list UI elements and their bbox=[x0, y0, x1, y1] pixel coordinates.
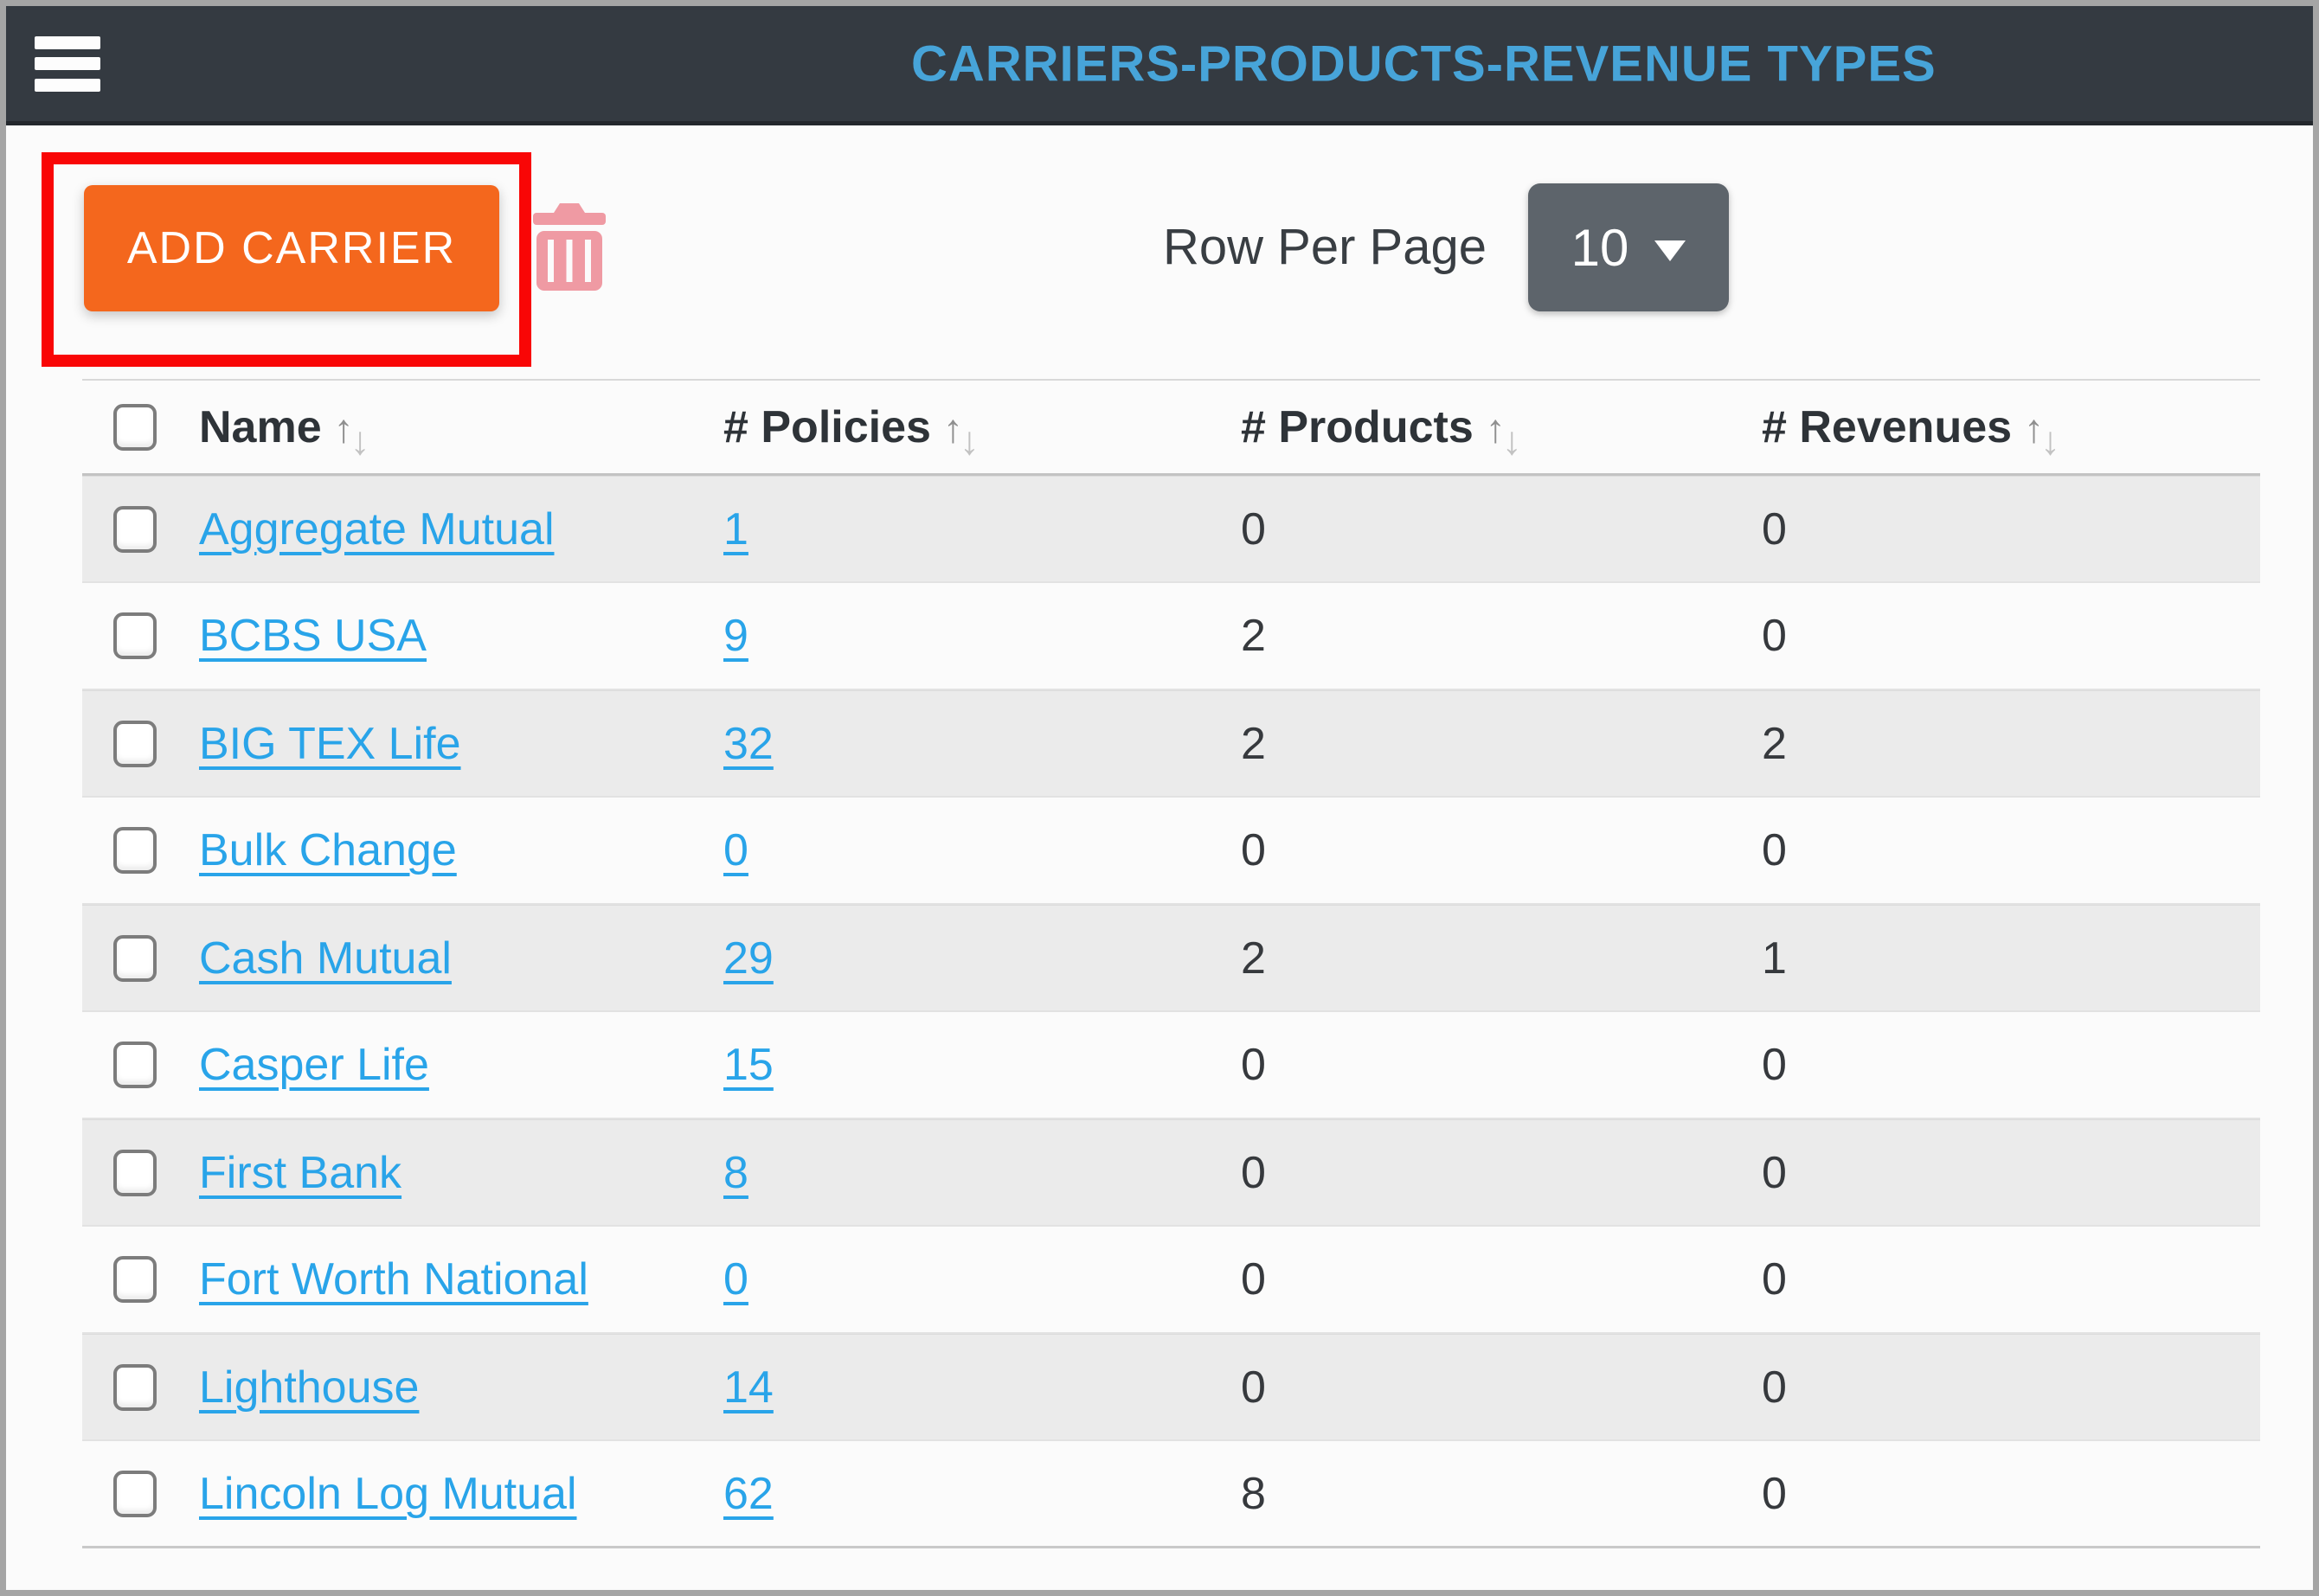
column-header-products[interactable]: # Products ↑↓ bbox=[1241, 401, 1522, 463]
carrier-name-link[interactable]: Casper Life bbox=[199, 1040, 429, 1090]
page-title: CARRIERS-PRODUCTS-REVENUE TYPES bbox=[911, 35, 1937, 92]
sort-icon: ↑↓ bbox=[1485, 405, 1522, 463]
table-row: Lighthouse 14 0 0 bbox=[82, 1334, 2260, 1441]
revenues-count: 2 bbox=[1762, 718, 1787, 769]
red-highlight-annotation bbox=[42, 152, 531, 367]
products-count: 2 bbox=[1241, 933, 1266, 984]
products-count: 8 bbox=[1241, 1468, 1266, 1519]
revenues-count: 0 bbox=[1762, 611, 1787, 661]
column-header-name[interactable]: Name ↑↓ bbox=[199, 401, 370, 463]
row-checkbox[interactable] bbox=[113, 505, 157, 553]
carrier-name-link[interactable]: Lincoln Log Mutual bbox=[199, 1468, 577, 1519]
revenues-count: 0 bbox=[1762, 503, 1787, 554]
row-checkbox[interactable] bbox=[113, 827, 157, 874]
products-count: 2 bbox=[1241, 718, 1266, 769]
policies-count-link[interactable]: 9 bbox=[723, 611, 748, 661]
table-row: Aggregate Mutual 1 0 0 bbox=[82, 476, 2260, 583]
table-header-row: Name ↑↓ # Policies ↑↓ # Products ↑↓ # Reven… bbox=[82, 379, 2260, 476]
policies-count-link[interactable]: 0 bbox=[723, 1254, 748, 1304]
revenues-count: 0 bbox=[1762, 1147, 1787, 1198]
carrier-name-link[interactable]: Fort Worth National bbox=[199, 1254, 588, 1304]
table-body: Aggregate Mutual 1 0 0 BCBS USA 9 2 0 bbox=[82, 476, 2260, 1548]
table-row: Bulk Change 0 0 0 bbox=[82, 798, 2260, 905]
carrier-name-link[interactable]: Cash Mutual bbox=[199, 933, 452, 984]
row-checkbox[interactable] bbox=[113, 1042, 157, 1088]
carrier-name-link[interactable]: Aggregate Mutual bbox=[199, 503, 555, 554]
carrier-name-link[interactable]: BIG TEX Life bbox=[199, 718, 461, 769]
revenues-count: 1 bbox=[1762, 933, 1787, 984]
row-checkbox[interactable] bbox=[113, 720, 157, 767]
select-all-checkbox[interactable] bbox=[113, 403, 157, 451]
table-row: BCBS USA 9 2 0 bbox=[82, 583, 2260, 690]
policies-count-link[interactable]: 29 bbox=[723, 933, 774, 984]
products-count: 0 bbox=[1241, 825, 1266, 875]
carrier-name-link[interactable]: Bulk Change bbox=[199, 825, 457, 875]
row-checkbox[interactable] bbox=[113, 612, 157, 659]
products-count: 0 bbox=[1241, 1040, 1266, 1090]
products-count: 0 bbox=[1241, 1254, 1266, 1304]
row-checkbox[interactable] bbox=[113, 1363, 157, 1411]
row-checkbox[interactable] bbox=[113, 1470, 157, 1517]
products-count: 0 bbox=[1241, 1362, 1266, 1413]
sort-icon: ↑↓ bbox=[942, 405, 980, 463]
row-checkbox[interactable] bbox=[113, 1256, 157, 1303]
products-count: 2 bbox=[1241, 611, 1266, 661]
revenues-count: 0 bbox=[1762, 1468, 1787, 1519]
policies-count-link[interactable]: 15 bbox=[723, 1040, 774, 1090]
policies-count-link[interactable]: 62 bbox=[723, 1468, 774, 1519]
policies-count-link[interactable]: 0 bbox=[723, 825, 748, 875]
app-header: CARRIERS-PRODUCTS-REVENUE TYPES bbox=[6, 6, 2313, 125]
rows-per-page-select[interactable]: 10 bbox=[1528, 183, 1729, 311]
add-carrier-button[interactable]: ADD CARRIER bbox=[84, 185, 499, 311]
table-row: BIG TEX Life 32 2 2 bbox=[82, 690, 2260, 798]
table-row: Cash Mutual 29 2 1 bbox=[82, 905, 2260, 1012]
caret-down-icon bbox=[1654, 240, 1686, 261]
products-count: 0 bbox=[1241, 503, 1266, 554]
carrier-name-link[interactable]: First Bank bbox=[199, 1147, 402, 1198]
table-row: Casper Life 15 0 0 bbox=[82, 1012, 2260, 1119]
carrier-name-link[interactable]: Lighthouse bbox=[199, 1362, 420, 1413]
policies-count-link[interactable]: 32 bbox=[723, 718, 774, 769]
sort-icon: ↑↓ bbox=[333, 405, 370, 463]
trash-icon[interactable] bbox=[533, 201, 606, 291]
policies-count-link[interactable]: 14 bbox=[723, 1362, 774, 1413]
policies-count-link[interactable]: 1 bbox=[723, 503, 748, 554]
policies-count-link[interactable]: 8 bbox=[723, 1147, 748, 1198]
row-checkbox[interactable] bbox=[113, 934, 157, 982]
row-checkbox[interactable] bbox=[113, 1149, 157, 1196]
revenues-count: 0 bbox=[1762, 1040, 1787, 1090]
table-row: Fort Worth National 0 0 0 bbox=[82, 1227, 2260, 1334]
column-header-revenues[interactable]: # Revenues ↑↓ bbox=[1762, 401, 2061, 463]
carrier-name-link[interactable]: BCBS USA bbox=[199, 611, 427, 661]
column-header-policies[interactable]: # Policies ↑↓ bbox=[723, 401, 980, 463]
revenues-count: 0 bbox=[1762, 825, 1787, 875]
rows-per-page-value: 10 bbox=[1571, 218, 1629, 277]
hamburger-menu-icon[interactable] bbox=[35, 35, 100, 92]
revenues-count: 0 bbox=[1762, 1362, 1787, 1413]
rows-per-page-label: Row Per Page bbox=[1163, 219, 1487, 275]
sort-icon: ↑↓ bbox=[2024, 405, 2061, 463]
products-count: 0 bbox=[1241, 1147, 1266, 1198]
table-row: Lincoln Log Mutual 62 8 0 bbox=[82, 1441, 2260, 1548]
table-row: First Bank 8 0 0 bbox=[82, 1119, 2260, 1227]
carriers-table: Name ↑↓ # Policies ↑↓ # Products ↑↓ # Reven… bbox=[82, 379, 2260, 1548]
revenues-count: 0 bbox=[1762, 1254, 1787, 1304]
